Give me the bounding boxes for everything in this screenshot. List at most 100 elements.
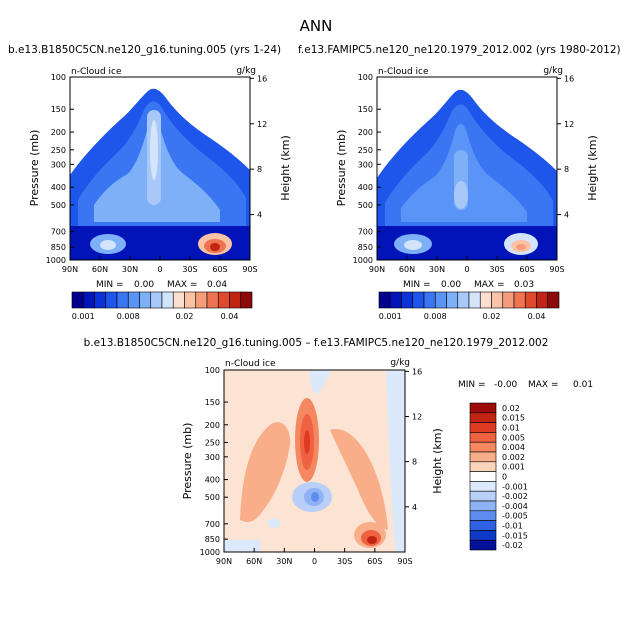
y-tick-label: 200 bbox=[205, 421, 220, 430]
y-tick-label: 200 bbox=[358, 128, 373, 137]
y-tick-label: 850 bbox=[51, 243, 66, 252]
panel-a-max-value: 0.04 bbox=[207, 280, 227, 290]
colorbar-swatch bbox=[71, 291, 84, 309]
height-tick-label: 16 bbox=[257, 74, 267, 83]
x-tick-label: 30S bbox=[337, 557, 352, 566]
colorbar-tick-label: 0.008 bbox=[117, 312, 140, 321]
y-tick-label: 850 bbox=[205, 535, 220, 544]
panel-a-sh-max bbox=[210, 243, 220, 251]
colorbar-swatch bbox=[378, 291, 391, 309]
panel-a-max-label: MAX = bbox=[167, 280, 198, 290]
y-tick-label: 100 bbox=[205, 366, 220, 375]
panel-b-sh-max bbox=[516, 244, 526, 250]
colorbar-swatch bbox=[524, 291, 537, 309]
panel-diff-colorbar: 0.020.0150.010.0050.0040.0020.0010-0.001… bbox=[469, 402, 528, 551]
colorbar-swatch bbox=[479, 291, 492, 309]
y-tick-label: 850 bbox=[358, 243, 373, 252]
colorbar-tick-label: 0.04 bbox=[528, 312, 546, 321]
panel-a-units: g/kg bbox=[236, 66, 256, 76]
panel-b-min-label: MIN = bbox=[403, 280, 431, 290]
colorbar-tick-label: -0.015 bbox=[502, 531, 528, 540]
y-tick-label: 150 bbox=[358, 105, 373, 114]
x-tick-label: 60S bbox=[367, 557, 382, 566]
colorbar-tick-label: 0.02 bbox=[176, 312, 194, 321]
y-tick-label: 500 bbox=[205, 493, 220, 502]
height-tick-label: 12 bbox=[564, 120, 574, 129]
y-tick-label: 250 bbox=[205, 438, 220, 447]
colorbar-swatch bbox=[206, 291, 219, 309]
height-tick-label: 16 bbox=[412, 367, 422, 376]
colorbar-swatch bbox=[502, 291, 515, 309]
x-tick-label: 90N bbox=[62, 265, 78, 274]
panel-a-nh-max bbox=[100, 240, 116, 250]
panel-diff-blue-edge-right bbox=[386, 370, 405, 552]
colorbar-swatch bbox=[434, 291, 447, 309]
colorbar-tick-label: 0.04 bbox=[221, 312, 239, 321]
height-tick-label: 4 bbox=[257, 211, 262, 220]
y-tick-label: 500 bbox=[51, 201, 66, 210]
panel-diff-blue-spot bbox=[268, 518, 280, 528]
panel-b: f.e13.FAMIPC5.ne120_ne120.1979_2012.002 … bbox=[298, 44, 621, 321]
panel-b-column-core bbox=[454, 181, 468, 209]
height-tick-label: 4 bbox=[412, 503, 417, 512]
panel-a-title: b.e13.B1850C5CN.ne120_g16.tuning.005 (yr… bbox=[8, 44, 281, 56]
colorbar-swatch bbox=[184, 291, 197, 309]
panel-a: b.e13.B1850C5CN.ne120_g16.tuning.005 (yr… bbox=[8, 44, 292, 321]
x-tick-label: 60N bbox=[246, 557, 262, 566]
colorbar-tick-label: 0.02 bbox=[502, 404, 520, 413]
panel-diff-max-value: 0.01 bbox=[573, 380, 593, 390]
x-tick-label: 90S bbox=[549, 265, 564, 274]
panel-a-ylabel-right: Height (km) bbox=[279, 135, 292, 201]
page-title: ANN bbox=[300, 17, 333, 35]
colorbar-swatch bbox=[139, 291, 152, 309]
y-tick-label: 250 bbox=[358, 146, 373, 155]
panel-a-column-core bbox=[150, 120, 158, 180]
y-tick-label: 400 bbox=[51, 183, 66, 192]
colorbar-tick-label: -0.005 bbox=[502, 512, 528, 521]
y-tick-label: 300 bbox=[205, 453, 220, 462]
colorbar-tick-label: 0.001 bbox=[502, 463, 525, 472]
colorbar-swatch bbox=[172, 291, 185, 309]
colorbar-tick-label: -0.001 bbox=[502, 482, 528, 491]
panel-diff-variable-label: n-Cloud ice bbox=[225, 359, 276, 369]
panel-b-colorbar: 0.001 0.008 0.02 0.04 bbox=[378, 291, 560, 321]
y-tick-label: 100 bbox=[51, 73, 66, 82]
colorbar-tick-label: 0.002 bbox=[502, 453, 525, 462]
colorbar-swatch bbox=[457, 291, 470, 309]
panel-diff-sh-max bbox=[367, 536, 377, 544]
panel-diff-ylabel: Pressure (mb) bbox=[181, 423, 194, 500]
y-tick-label: 700 bbox=[358, 228, 373, 237]
panel-diff-max-label: MAX = bbox=[528, 380, 559, 390]
x-tick-label: 0 bbox=[157, 265, 162, 274]
panel-diff-min-value: -0.00 bbox=[494, 380, 518, 390]
panel-diff-blue-edge-left bbox=[224, 540, 260, 552]
colorbar-tick-label: 0.001 bbox=[379, 312, 402, 321]
colorbar-swatch bbox=[469, 510, 497, 521]
x-tick-label: 90N bbox=[369, 265, 385, 274]
panel-b-field bbox=[377, 77, 557, 260]
panel-a-min-label: MIN = bbox=[96, 280, 124, 290]
x-tick-label: 90N bbox=[216, 557, 232, 566]
colorbar-swatch bbox=[468, 291, 481, 309]
colorbar-swatch bbox=[469, 500, 497, 512]
y-tick-label: 300 bbox=[51, 160, 66, 169]
height-tick-label: 8 bbox=[257, 165, 262, 174]
colorbar-swatch bbox=[536, 291, 549, 309]
panel-a-colorbar: 0.001 0.008 0.02 0.04 bbox=[71, 291, 253, 321]
height-tick-label: 16 bbox=[564, 74, 574, 83]
panel-diff-field bbox=[224, 370, 405, 552]
colorbar-tick-label: 0.015 bbox=[502, 414, 525, 423]
colorbar-swatch bbox=[491, 291, 504, 309]
colorbar-tick-label: 0.01 bbox=[502, 424, 520, 433]
x-tick-label: 30N bbox=[276, 557, 292, 566]
colorbar-swatch bbox=[401, 291, 414, 309]
colorbar-tick-label: 0 bbox=[502, 473, 507, 482]
y-tick-label: 100 bbox=[358, 73, 373, 82]
colorbar-swatch bbox=[446, 291, 459, 309]
x-tick-label: 30S bbox=[489, 265, 504, 274]
y-tick-label: 1000 bbox=[46, 256, 66, 265]
colorbar-swatch bbox=[469, 481, 497, 492]
